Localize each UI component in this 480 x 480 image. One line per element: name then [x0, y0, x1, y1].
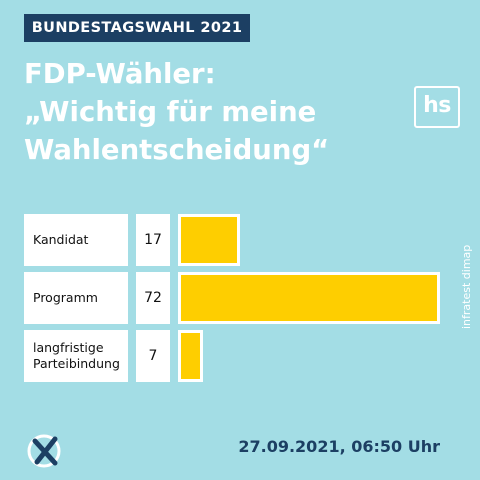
value-label: 17: [136, 214, 170, 266]
source-label: infratest dimap: [460, 244, 473, 329]
category-label: Programm: [24, 272, 128, 324]
ballot-cross-icon: [27, 434, 61, 468]
headline: FDP-Wähler: „Wichtig für meine Wahlentsc…: [24, 55, 404, 169]
bar: [178, 272, 440, 324]
headline-line-1: FDP-Wähler:: [24, 58, 216, 90]
value-label: 72: [136, 272, 170, 324]
timestamp: 27.09.2021, 06:50 Uhr: [238, 437, 440, 456]
bar: [178, 214, 240, 266]
election-tag: BUNDESTAGSWAHL 2021: [24, 14, 250, 42]
headline-line-3: Wahlentscheidung“: [24, 134, 330, 166]
category-label: Kandidat: [24, 214, 128, 266]
bar: [178, 330, 203, 382]
headline-line-2: „Wichtig für meine: [24, 96, 317, 128]
hs-logo: hs: [414, 86, 460, 128]
category-label: langfristige Parteibindung: [24, 330, 128, 382]
value-label: 7: [136, 330, 170, 382]
